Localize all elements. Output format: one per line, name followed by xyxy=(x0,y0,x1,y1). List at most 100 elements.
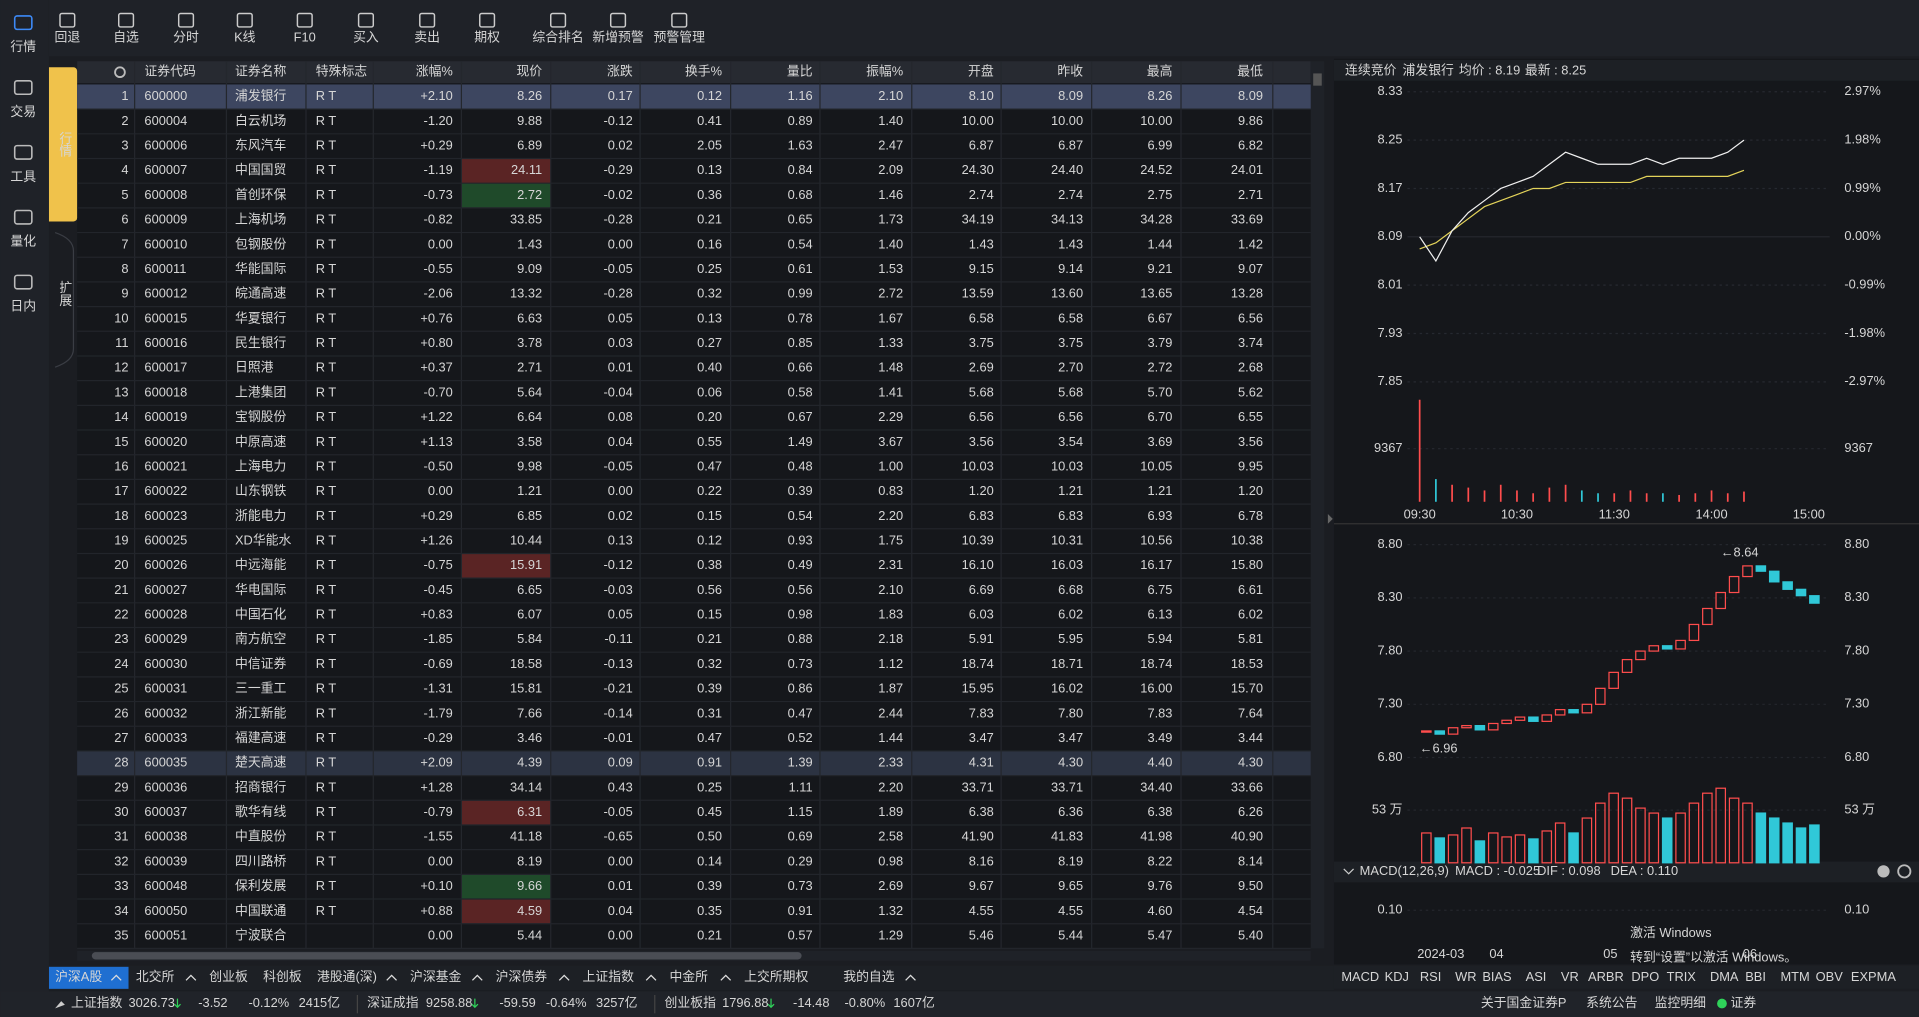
sidebar-item[interactable]: 工具 xyxy=(10,169,36,184)
market-tab[interactable]: 上证指数 xyxy=(583,969,635,984)
toolbar-button[interactable]: F10 xyxy=(294,29,316,44)
column-header[interactable]: 最低 xyxy=(1237,64,1263,79)
table-cell: 1.40 xyxy=(878,113,903,128)
indicator-tab[interactable]: VR xyxy=(1561,969,1579,984)
indicator-tab[interactable]: RSI xyxy=(1420,969,1441,984)
scroll-thumb[interactable] xyxy=(91,952,802,960)
sidebar-icon xyxy=(13,274,33,290)
indicator-tab[interactable]: BBI xyxy=(1745,969,1766,984)
close-icon[interactable] xyxy=(1877,865,1890,878)
indicator-tab[interactable]: KDJ xyxy=(1385,969,1409,984)
market-tab[interactable]: 港股通(深) xyxy=(317,969,377,984)
toolbar-button[interactable]: 预警管理 xyxy=(654,29,706,44)
market-tab[interactable]: 沪深债券 xyxy=(496,969,548,984)
market-tab[interactable]: 上交所期权 xyxy=(744,969,808,984)
market-tab[interactable]: 北交所 xyxy=(136,969,175,984)
toolbar-button[interactable]: 新增预警 xyxy=(592,29,644,44)
indicator-tab[interactable]: MTM xyxy=(1780,969,1809,984)
candle xyxy=(1461,724,1472,729)
toolbar-button[interactable]: 自选 xyxy=(113,29,139,44)
column-header[interactable]: 现价 xyxy=(516,64,542,79)
market-tab[interactable]: 科创板 xyxy=(263,969,302,984)
tab-chevron[interactable] xyxy=(720,974,732,981)
tab-chevron[interactable] xyxy=(471,974,483,981)
volume-bar xyxy=(1675,812,1686,864)
column-header[interactable]: 证券名称 xyxy=(235,64,287,79)
tab-chevron[interactable] xyxy=(905,974,916,981)
column-header[interactable]: 开盘 xyxy=(968,64,994,79)
indicator-tab[interactable]: DMA xyxy=(1710,969,1739,984)
tab-chevron[interactable] xyxy=(645,974,657,981)
column-header[interactable]: 昨收 xyxy=(1057,64,1083,79)
toolbar-button[interactable]: 买入 xyxy=(353,29,379,44)
tab-chevron[interactable] xyxy=(558,974,570,981)
indicator-tab[interactable]: DPO xyxy=(1631,969,1659,984)
toolbar-button[interactable]: 综合排名 xyxy=(532,29,583,44)
indicator-tab[interactable]: MACD xyxy=(1341,969,1379,984)
tab-chevron[interactable] xyxy=(110,974,122,981)
index-name: 创业板指 xyxy=(665,995,717,1010)
status-link[interactable]: 关于国金证券P xyxy=(1481,995,1567,1010)
column-header[interactable]: 涨幅% xyxy=(416,64,453,79)
sidebar-item[interactable]: 量化 xyxy=(10,234,36,249)
market-tab[interactable]: 中金所 xyxy=(669,969,708,984)
selected-row[interactable] xyxy=(77,84,1311,110)
column-header[interactable]: 涨跌 xyxy=(607,64,633,79)
table-cell: +0.83 xyxy=(420,607,453,622)
tab-chevron[interactable] xyxy=(185,974,197,981)
column-header[interactable]: 特殊标志 xyxy=(316,64,368,79)
market-tab[interactable]: 创业板 xyxy=(209,969,248,984)
tab-chevron[interactable] xyxy=(386,974,397,981)
toolbar-button[interactable]: 分时 xyxy=(173,29,199,44)
side-tab-label[interactable]: 行情 xyxy=(57,132,72,158)
candle xyxy=(1648,645,1660,652)
column-header[interactable]: 振幅% xyxy=(866,64,903,79)
toolbar-button[interactable]: 卖出 xyxy=(414,29,440,44)
column-header[interactable]: 换手% xyxy=(685,64,722,79)
status-link[interactable]: 监控明细 xyxy=(1655,995,1706,1010)
settings-icon[interactable] xyxy=(1897,864,1912,879)
indicator-tab[interactable]: WR xyxy=(1455,969,1476,984)
selected-row[interactable] xyxy=(77,750,1311,776)
sidebar-item[interactable]: 日内 xyxy=(10,299,36,314)
indicator-tab[interactable]: OBV xyxy=(1816,969,1844,984)
table-cell: -0.55 xyxy=(424,261,453,276)
indicator-tab[interactable]: BIAS xyxy=(1482,969,1511,984)
collapse-icon[interactable] xyxy=(1343,868,1355,875)
market-tab-active[interactable] xyxy=(48,966,129,989)
sidebar-item[interactable]: 交易 xyxy=(10,104,36,119)
table-cell: -0.73 xyxy=(424,187,453,202)
table-cell: R T xyxy=(316,286,337,301)
table-cell: 0.05 xyxy=(608,607,633,622)
market-tab[interactable]: 沪深A股 xyxy=(55,969,102,984)
indicator-tab[interactable]: TRIX xyxy=(1667,969,1697,984)
toolbar-button[interactable]: K线 xyxy=(234,29,256,44)
toolbar-button[interactable]: 期权 xyxy=(474,29,500,44)
table-cell: 2.29 xyxy=(878,409,903,424)
side-tab-active[interactable] xyxy=(48,67,78,222)
status-link[interactable]: 系统公告 xyxy=(1586,995,1638,1010)
indicator-tab[interactable]: ASI xyxy=(1526,969,1547,984)
sidebar-item[interactable]: 行情 xyxy=(10,39,36,54)
indicator-tab[interactable]: EXPMA xyxy=(1851,969,1896,984)
scroll-thumb[interactable] xyxy=(1313,73,1322,86)
quote-info: 均价 : 8.19 xyxy=(1459,62,1520,77)
status-link[interactable]: 证券 xyxy=(1731,995,1757,1010)
table-cell: +0.29 xyxy=(420,138,453,153)
market-tab[interactable]: 我的自选 xyxy=(843,969,895,984)
collapse-arrow[interactable] xyxy=(1327,514,1333,524)
column-header[interactable]: 证券代码 xyxy=(144,64,196,79)
settings-icon[interactable] xyxy=(114,66,126,79)
indicator-bar xyxy=(1333,965,1919,989)
table-cell: R T xyxy=(316,483,337,498)
toolbar-button[interactable]: 回退 xyxy=(54,29,80,44)
column-header[interactable]: 最高 xyxy=(1147,64,1173,79)
market-tab[interactable]: 沪深基金 xyxy=(410,969,462,984)
vertical-scrollbar[interactable] xyxy=(1310,61,1325,949)
side-tab[interactable] xyxy=(54,231,75,368)
date-label: 2024-03 xyxy=(1417,946,1464,961)
indicator-tab[interactable]: ARBR xyxy=(1588,969,1624,984)
volume-bar xyxy=(1710,490,1713,502)
side-tab-label[interactable]: 扩展 xyxy=(57,281,72,307)
column-header[interactable]: 量比 xyxy=(787,64,813,79)
